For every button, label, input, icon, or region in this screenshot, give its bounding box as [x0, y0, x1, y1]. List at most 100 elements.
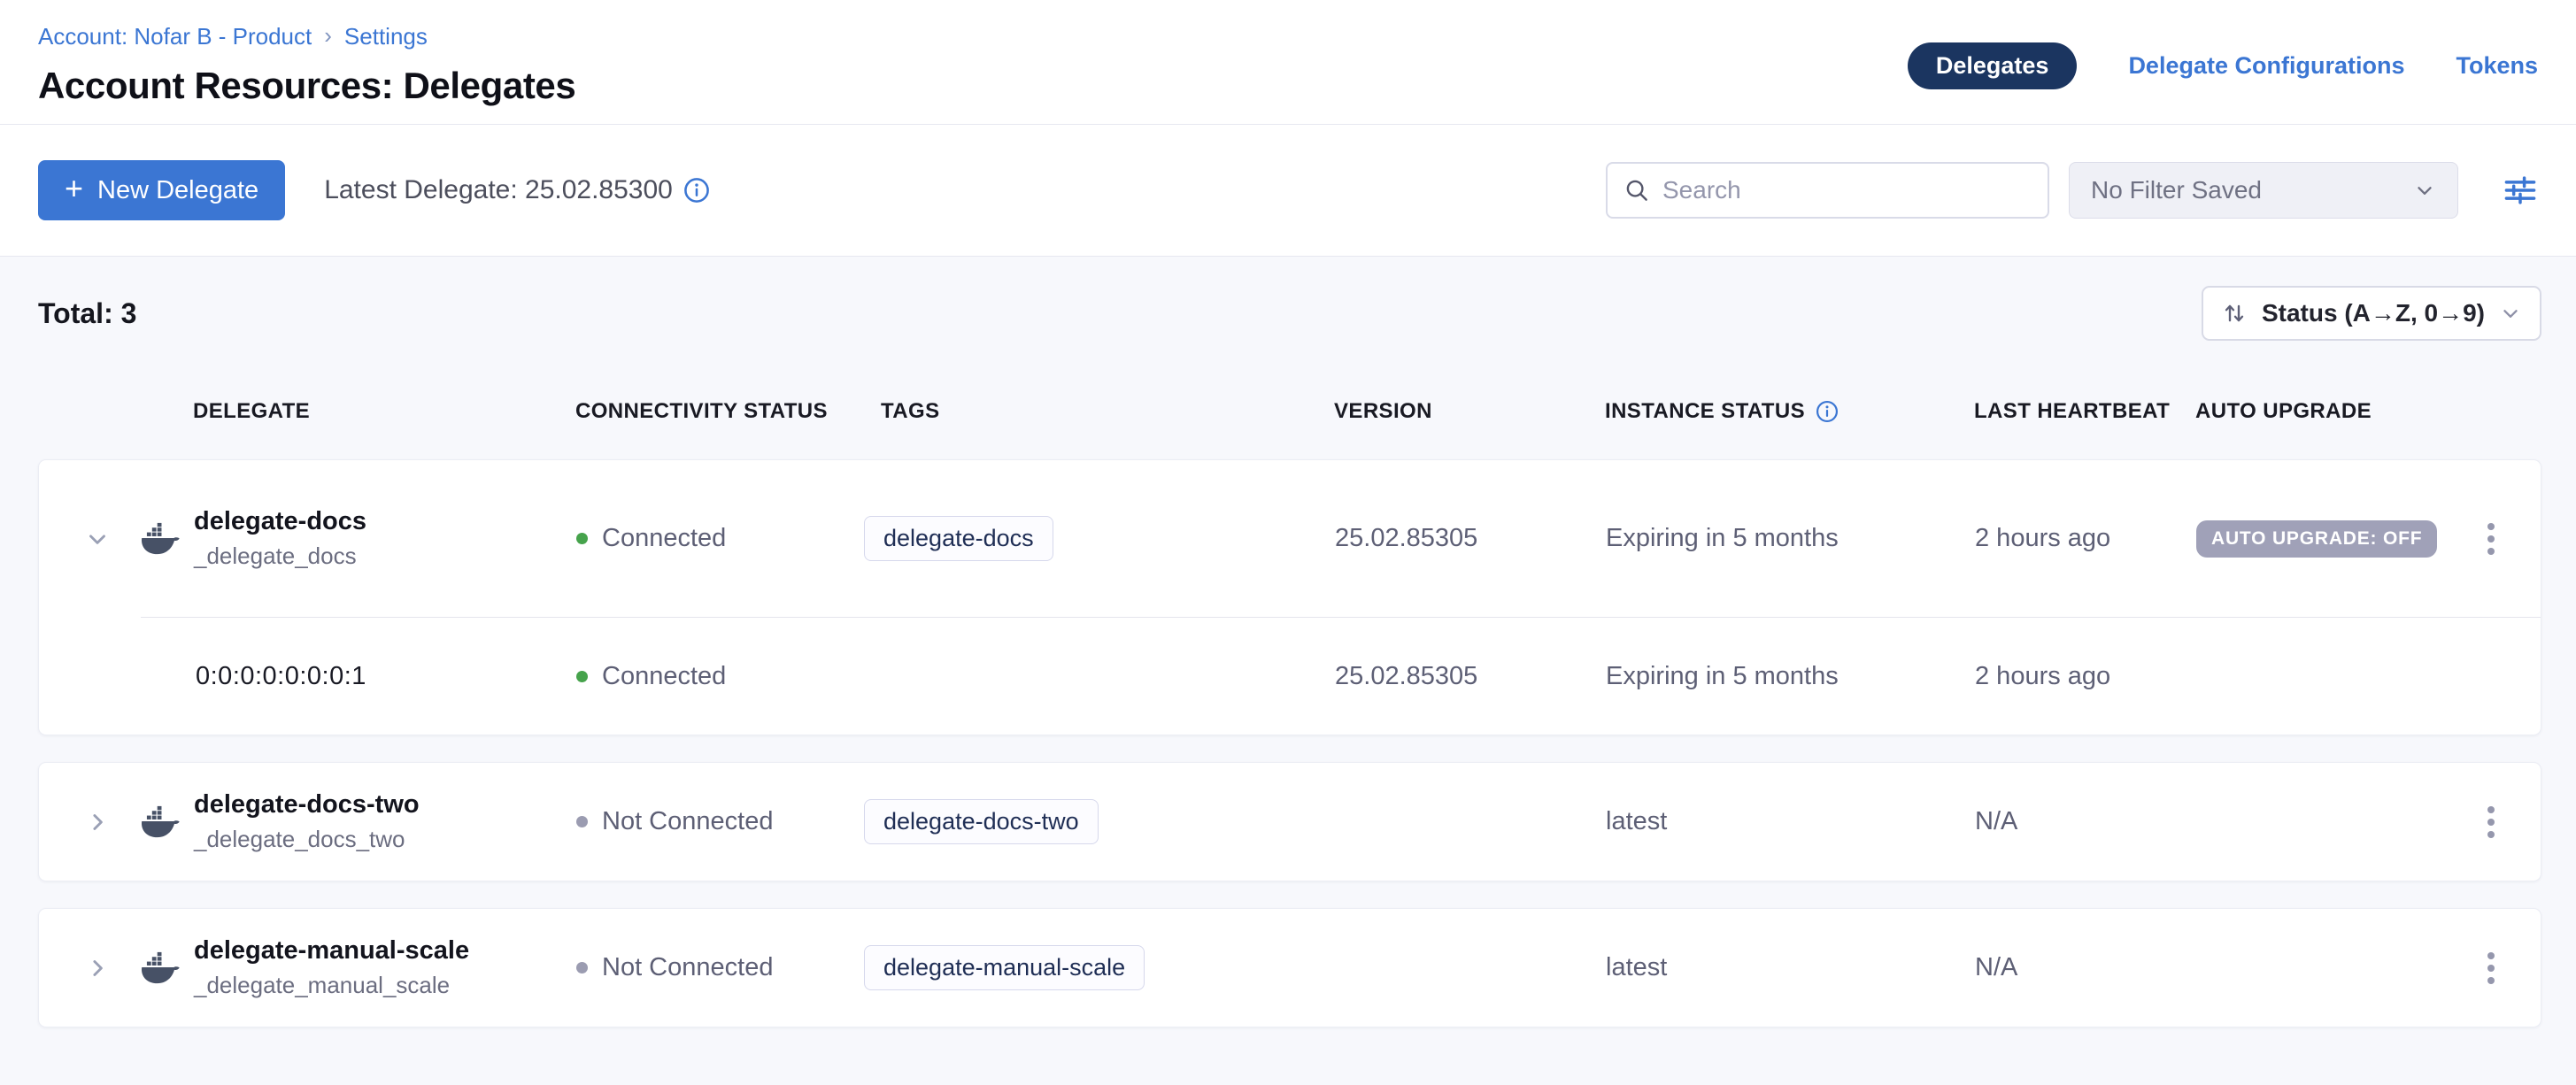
delegate-identifier: _delegate_docs [194, 542, 357, 569]
kebab-menu-button[interactable] [2482, 518, 2500, 560]
delegate-cell: delegate-manual-scale _delegate_manual_s… [139, 936, 576, 999]
connectivity-status-label: Connected [602, 661, 727, 690]
row-actions [2471, 518, 2510, 560]
column-header-connectivity-status: CONNECTIVITY STATUS [575, 399, 828, 423]
docker-icon [139, 521, 180, 557]
delegates-list-section: Total: 3 Status (A→Z, 0→9) DELEGATE CONN… [0, 257, 2576, 1085]
filter-sliders-button[interactable] [2499, 169, 2541, 212]
delegate-card-delegate-manual-scale: delegate-manual-scale _delegate_manual_s… [38, 908, 2541, 1027]
disconnected-dot-icon [576, 962, 588, 973]
last-heartbeat-cell: 2 hours ago [1975, 661, 2111, 690]
plus-icon: + [65, 170, 84, 206]
search-input[interactable] [1662, 176, 2032, 204]
instance-status-cell: latest [1606, 807, 1668, 835]
delegate-card-delegate-docs-two: delegate-docs-two _delegate_docs_two Not… [38, 762, 2541, 881]
table-row: delegate-docs-two _delegate_docs_two Not… [39, 763, 2541, 881]
version-cell: 25.02.85305 [1335, 661, 1478, 690]
connected-dot-icon [576, 533, 588, 544]
connectivity-status-cell: Connected [576, 524, 882, 553]
collapse-row-button[interactable] [39, 526, 139, 552]
tab-tokens[interactable]: Tokens [2456, 52, 2538, 79]
delegate-names: delegate-docs _delegate_docs [194, 507, 366, 570]
breadcrumb-settings-link[interactable]: Settings [343, 23, 428, 50]
column-header-version: VERSION [1334, 399, 1432, 423]
table-header-row: DELEGATE CONNECTIVITY STATUS TAGS VERSIO… [38, 397, 2541, 426]
delegate-instance-row: 0:0:0:0:0:0:0:1 Connected 25.02.85305 Ex… [141, 617, 2541, 735]
chevron-down-icon [2413, 179, 2436, 202]
column-header-delegate: DELEGATE [193, 399, 311, 423]
info-icon[interactable] [1816, 400, 1839, 423]
kebab-menu-button[interactable] [2482, 801, 2500, 843]
tags-cell: delegate-docs [864, 516, 1335, 561]
list-controls: Total: 3 Status (A→Z, 0→9) [38, 286, 2541, 341]
delegate-card-delegate-docs: delegate-docs _delegate_docs Connected d… [38, 459, 2541, 735]
chevron-down-icon [84, 526, 111, 552]
breadcrumb-separator-icon: › [324, 22, 332, 49]
instance-status-cell: Expiring in 5 months [1606, 524, 1839, 552]
connectivity-status-cell: Connected [576, 662, 882, 691]
latest-delegate-label: Latest Delegate: 25.02.85300 [324, 175, 673, 204]
resource-tabs: Delegates Delegate Configurations Tokens [1907, 42, 2538, 89]
docker-icon [139, 950, 180, 986]
expand-row-button[interactable] [39, 809, 139, 835]
new-delegate-button[interactable]: + New Delegate [38, 160, 286, 220]
last-heartbeat-cell: 2 hours ago [1975, 524, 2111, 552]
connectivity-status-cell: Not Connected [576, 953, 882, 982]
chevron-down-icon [2499, 302, 2522, 325]
instance-status-cell: Expiring in 5 months [1606, 661, 1839, 690]
delegate-name[interactable]: delegate-docs [194, 507, 366, 535]
tag-chip: delegate-docs-two [864, 799, 1099, 844]
delegate-identifier: _delegate_docs_two [194, 826, 405, 852]
expand-row-button[interactable] [39, 955, 139, 981]
kebab-menu-button[interactable] [2482, 947, 2500, 989]
info-icon[interactable] [683, 177, 710, 204]
auto-upgrade-cell: AUTO UPGRADE: OFF [2196, 519, 2471, 558]
connectivity-status-label: Connected [602, 524, 727, 552]
connectivity-status-cell: Not Connected [576, 807, 882, 836]
delegate-identifier: _delegate_manual_scale [194, 972, 451, 998]
page-header: Account: Nofar B - Product › Settings Ac… [0, 0, 2576, 125]
search-box[interactable] [1606, 162, 2049, 219]
connectivity-status-label: Not Connected [602, 953, 774, 981]
total-count: Total: 3 [38, 296, 137, 329]
connected-dot-icon [576, 670, 588, 682]
delegate-name[interactable]: delegate-manual-scale [194, 936, 470, 965]
saved-filter-dropdown[interactable]: No Filter Saved [2069, 162, 2458, 219]
last-heartbeat-cell: N/A [1975, 953, 2018, 981]
connectivity-status-label: Not Connected [602, 807, 774, 835]
delegate-names: delegate-docs-two _delegate_docs_two [194, 790, 420, 853]
toolbar: + New Delegate Latest Delegate: 25.02.85… [0, 125, 2576, 257]
docker-icon [139, 804, 180, 840]
new-delegate-button-label: New Delegate [97, 175, 259, 204]
toolbar-right: No Filter Saved [1606, 162, 2541, 219]
table-row: delegate-manual-scale _delegate_manual_s… [39, 909, 2541, 1027]
row-actions [2471, 801, 2510, 843]
column-header-last-heartbeat: LAST HEARTBEAT [1974, 399, 2171, 423]
latest-delegate-info: Latest Delegate: 25.02.85300 [324, 175, 710, 205]
chevron-right-icon [84, 955, 111, 981]
tag-chip: delegate-manual-scale [864, 945, 1145, 990]
row-actions [2471, 947, 2510, 989]
sort-dropdown-label: Status (A→Z, 0→9) [2261, 299, 2485, 327]
chevron-right-icon [84, 809, 111, 835]
search-icon [1623, 177, 1650, 204]
breadcrumb-account-link[interactable]: Account: Nofar B - Product [38, 23, 312, 50]
delegate-name[interactable]: delegate-docs-two [194, 790, 420, 819]
tags-cell: delegate-docs-two [864, 799, 1335, 844]
auto-upgrade-badge: AUTO UPGRADE: OFF [2196, 519, 2438, 558]
sort-arrows-icon [2221, 300, 2248, 327]
last-heartbeat-cell: N/A [1975, 807, 2018, 835]
delegate-cell: delegate-docs _delegate_docs [139, 507, 576, 570]
sort-dropdown[interactable]: Status (A→Z, 0→9) [2201, 286, 2541, 341]
instance-status-cell: latest [1606, 953, 1668, 981]
tab-delegate-configurations[interactable]: Delegate Configurations [2128, 52, 2405, 79]
version-cell: 25.02.85305 [1335, 524, 1478, 552]
column-header-instance-status: INSTANCE STATUS [1605, 399, 1974, 424]
page-title: Account Resources: Delegates [38, 65, 576, 106]
saved-filter-dropdown-label: No Filter Saved [2091, 176, 2262, 204]
breadcrumb: Account: Nofar B - Product › Settings [38, 22, 2538, 50]
tab-delegates[interactable]: Delegates [1907, 42, 2078, 89]
column-header-auto-upgrade: AUTO UPGRADE [2195, 399, 2372, 423]
instance-host: 0:0:0:0:0:0:0:1 [196, 661, 366, 690]
